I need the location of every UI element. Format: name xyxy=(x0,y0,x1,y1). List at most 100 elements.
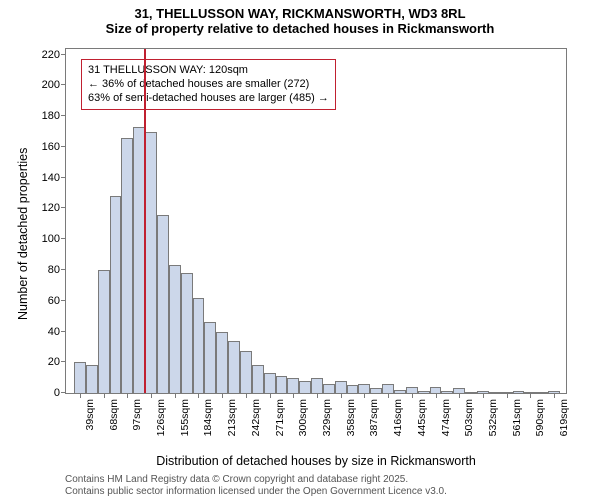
y-tick-mark xyxy=(61,361,66,362)
histogram-bar xyxy=(228,341,240,393)
histogram-bar xyxy=(394,390,406,393)
y-tick-mark xyxy=(61,392,66,393)
histogram-bar xyxy=(121,138,133,393)
x-tick-mark xyxy=(246,393,247,398)
x-tick-label: 358sqm xyxy=(345,399,357,436)
histogram-bar xyxy=(86,365,98,393)
x-tick-label: 271sqm xyxy=(274,399,286,436)
x-tick-label: 416sqm xyxy=(392,399,404,436)
y-tick-mark xyxy=(61,300,66,301)
x-tick-label: 561sqm xyxy=(511,399,523,436)
x-tick-label: 155sqm xyxy=(179,399,191,436)
x-tick-label: 619sqm xyxy=(558,399,570,436)
histogram-bar xyxy=(465,392,477,393)
histogram-bar xyxy=(193,298,205,393)
x-tick-mark xyxy=(364,393,365,398)
x-tick-mark xyxy=(483,393,484,398)
x-axis-title: Distribution of detached houses by size … xyxy=(65,454,567,468)
x-tick-label: 126sqm xyxy=(155,399,167,436)
histogram-bar xyxy=(370,388,382,393)
y-axis-title: Number of detached properties xyxy=(16,148,30,320)
footer-line1: Contains HM Land Registry data © Crown c… xyxy=(65,474,447,486)
y-tick-label: 140 xyxy=(42,172,60,184)
chart-title-line1: 31, THELLUSSON WAY, RICKMANSWORTH, WD3 8… xyxy=(0,0,600,21)
histogram-bar xyxy=(299,381,311,393)
x-tick-mark xyxy=(293,393,294,398)
histogram-bar xyxy=(145,132,157,393)
histogram-bar xyxy=(204,322,216,393)
x-tick-mark xyxy=(436,393,437,398)
histogram-bar xyxy=(358,384,370,393)
x-tick-mark xyxy=(80,393,81,398)
y-tick-mark xyxy=(61,177,66,178)
footer-attribution: Contains HM Land Registry data © Crown c… xyxy=(65,474,447,497)
x-tick-label: 387sqm xyxy=(368,399,380,436)
x-tick-mark xyxy=(104,393,105,398)
y-tick-label: 200 xyxy=(42,79,60,91)
histogram-bar xyxy=(382,384,394,393)
x-tick-label: 474sqm xyxy=(440,399,452,436)
x-tick-label: 68sqm xyxy=(108,399,120,431)
annotation-line1: 31 THELLUSSON WAY: 120sqm xyxy=(88,64,329,78)
histogram-bar xyxy=(252,365,264,393)
y-tick-label: 0 xyxy=(54,387,60,399)
footer-line2: Contains public sector information licen… xyxy=(65,486,447,498)
y-tick-mark xyxy=(61,146,66,147)
histogram-bar xyxy=(311,378,323,393)
x-tick-label: 590sqm xyxy=(534,399,546,436)
x-tick-mark xyxy=(412,393,413,398)
x-tick-label: 532sqm xyxy=(487,399,499,436)
histogram-bar xyxy=(335,381,347,393)
histogram-bar xyxy=(169,265,181,393)
x-tick-label: 184sqm xyxy=(202,399,214,436)
x-tick-mark xyxy=(270,393,271,398)
x-tick-mark xyxy=(554,393,555,398)
histogram-bar xyxy=(513,391,525,393)
x-tick-label: 97sqm xyxy=(131,399,143,431)
histogram-bar xyxy=(441,391,453,393)
x-tick-mark xyxy=(317,393,318,398)
histogram-bar xyxy=(264,373,276,393)
y-tick-label: 100 xyxy=(42,233,60,245)
histogram-bar xyxy=(181,273,193,393)
x-tick-label: 445sqm xyxy=(416,399,428,436)
histogram-bar xyxy=(276,376,288,393)
histogram-bar xyxy=(240,351,252,393)
chart-container: 31, THELLUSSON WAY, RICKMANSWORTH, WD3 8… xyxy=(0,0,600,500)
histogram-bar xyxy=(157,215,169,393)
histogram-bar xyxy=(536,392,548,393)
y-tick-mark xyxy=(61,269,66,270)
x-tick-mark xyxy=(459,393,460,398)
y-tick-mark xyxy=(61,207,66,208)
histogram-bar xyxy=(98,270,110,393)
x-tick-label: 213sqm xyxy=(226,399,238,436)
y-tick-label: 20 xyxy=(48,356,60,368)
x-tick-mark xyxy=(388,393,389,398)
y-tick-mark xyxy=(61,54,66,55)
histogram-bar xyxy=(216,332,228,394)
x-tick-mark xyxy=(127,393,128,398)
histogram-bar xyxy=(287,378,299,393)
x-tick-label: 503sqm xyxy=(463,399,475,436)
x-tick-label: 300sqm xyxy=(297,399,309,436)
y-tick-label: 160 xyxy=(42,141,60,153)
y-tick-label: 120 xyxy=(42,202,60,214)
x-tick-label: 39sqm xyxy=(84,399,96,431)
x-tick-mark xyxy=(341,393,342,398)
y-tick-label: 80 xyxy=(48,264,60,276)
plot-area: 31 THELLUSSON WAY: 120sqm ← 36% of detac… xyxy=(65,48,567,394)
histogram-bar xyxy=(347,385,359,393)
x-tick-mark xyxy=(175,393,176,398)
y-tick-label: 40 xyxy=(48,326,60,338)
y-tick-mark xyxy=(61,331,66,332)
x-tick-mark xyxy=(507,393,508,398)
histogram-bar xyxy=(418,391,430,393)
annotation-line3: 63% of semi-detached houses are larger (… xyxy=(88,92,329,106)
x-tick-mark xyxy=(151,393,152,398)
annotation-box: 31 THELLUSSON WAY: 120sqm ← 36% of detac… xyxy=(81,59,336,110)
x-tick-label: 329sqm xyxy=(321,399,333,436)
x-tick-mark xyxy=(198,393,199,398)
x-tick-mark xyxy=(530,393,531,398)
histogram-bar xyxy=(110,196,122,393)
highlight-line xyxy=(144,49,146,393)
